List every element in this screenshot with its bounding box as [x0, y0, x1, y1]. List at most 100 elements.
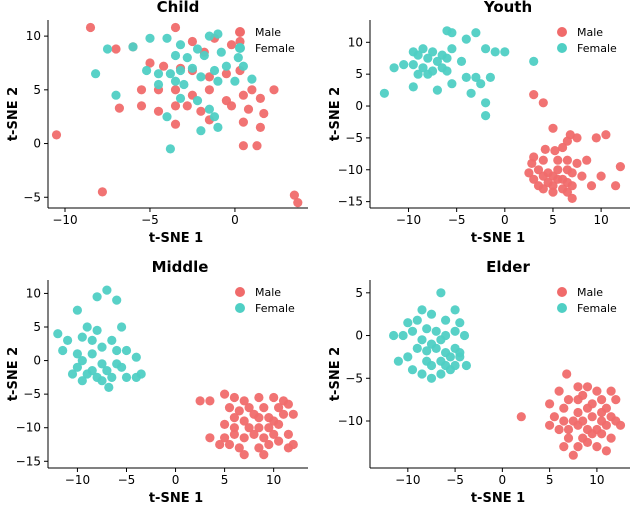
data-point-male — [254, 443, 264, 453]
data-point-female — [466, 88, 476, 98]
data-point-male — [243, 104, 254, 114]
data-point-male — [582, 155, 592, 165]
data-point-female — [403, 352, 413, 362]
data-point-male — [238, 117, 248, 127]
x-tick-label: 5 — [549, 213, 557, 227]
data-point-male — [136, 85, 147, 95]
data-point-female — [77, 356, 87, 366]
data-point-male — [572, 158, 582, 168]
data-point-female — [111, 90, 121, 100]
data-point-male — [559, 416, 569, 426]
data-point-female — [447, 79, 457, 89]
data-point-female — [196, 126, 206, 136]
x-axis-label: t-SNE 1 — [471, 231, 525, 246]
chart-title: Elder — [486, 258, 530, 276]
data-point-female — [471, 28, 481, 38]
data-point-male — [247, 85, 257, 95]
data-point-female — [399, 60, 409, 70]
y-tick-label: −15 — [16, 454, 41, 468]
data-point-male — [269, 429, 279, 439]
data-point-male — [204, 72, 214, 82]
data-point-female — [97, 359, 107, 369]
data-point-female — [437, 63, 447, 73]
chart-title: Middle — [152, 258, 209, 276]
x-tick-label: 5 — [546, 473, 554, 487]
legend-marker-female — [235, 43, 245, 53]
legend-label-male: Male — [255, 26, 281, 39]
data-point-male — [274, 403, 284, 413]
data-point-female — [92, 292, 102, 302]
data-point-female — [170, 76, 181, 86]
data-point-female — [422, 324, 432, 334]
data-point-female — [393, 356, 403, 366]
data-point-male — [592, 386, 602, 396]
x-tick-label: −5 — [446, 473, 464, 487]
data-point-male — [288, 439, 298, 450]
data-point-male — [182, 101, 192, 111]
data-point-male — [562, 369, 572, 379]
data-point-male — [573, 382, 583, 392]
data-point-female — [91, 69, 101, 79]
data-point-female — [121, 372, 132, 382]
data-point-female — [417, 335, 427, 345]
subplot-youth: Youth −10 −5 0 5 10 −15 −10 −5 0 5 10 t-SNE 1 t-SNE 2… — [328, 0, 630, 246]
data-point-male — [170, 22, 181, 33]
data-point-male — [229, 423, 239, 433]
data-point-female — [423, 69, 433, 79]
data-point-male — [577, 171, 587, 181]
y-tick-label: −5 — [345, 131, 363, 145]
subplot-middle: Middle −10 −5 0 5 10 −15 −10 −5 0 5 10 t-SNE 1 t-SNE … — [6, 258, 308, 505]
data-point-male — [239, 433, 249, 443]
data-point-male — [563, 424, 574, 435]
data-point-female — [117, 322, 127, 332]
data-point-male — [288, 409, 298, 419]
data-point-female — [192, 44, 203, 54]
data-point-female — [77, 376, 87, 386]
data-point-male — [567, 193, 577, 203]
data-point-female — [417, 305, 427, 315]
data-point-female — [153, 69, 164, 79]
data-point-female — [447, 28, 457, 38]
x-tick-label: −5 — [141, 213, 159, 227]
data-point-male — [582, 437, 593, 447]
data-point-male — [554, 386, 564, 396]
data-point-male — [278, 409, 289, 419]
data-point-female — [412, 315, 422, 325]
data-point-male — [220, 433, 230, 443]
data-point-male — [563, 395, 574, 405]
data-point-female — [379, 88, 389, 98]
y-tick-label: 0 — [33, 354, 41, 368]
data-point-male — [548, 187, 558, 197]
legend-label-male: Male — [577, 286, 603, 299]
legend-label-female: Female — [577, 42, 617, 55]
y-tick-label: −5 — [23, 190, 41, 204]
y-tick-label: 10 — [26, 286, 41, 300]
data-point-male — [255, 122, 265, 132]
data-point-male — [606, 433, 616, 443]
data-point-female — [162, 112, 172, 122]
data-point-male — [114, 103, 124, 113]
data-point-female — [112, 295, 122, 305]
data-point-female — [476, 79, 486, 89]
y-tick-label: 0 — [33, 137, 41, 151]
data-point-female — [426, 360, 437, 371]
legend-label-female: Female — [255, 302, 295, 315]
data-point-male — [255, 93, 265, 103]
x-tick-label: 0 — [499, 473, 507, 487]
data-point-female — [418, 44, 428, 54]
data-point-male — [538, 155, 548, 165]
data-point-male — [563, 433, 574, 443]
data-point-male — [274, 436, 284, 446]
y-axis-label: t-SNE 2 — [6, 87, 21, 141]
data-point-male — [85, 22, 96, 33]
data-point-male — [529, 174, 539, 184]
x-tick-label: 10 — [593, 213, 608, 227]
data-point-female — [426, 373, 437, 383]
data-point-male — [601, 130, 611, 140]
data-point-male — [229, 429, 239, 439]
data-point-male — [269, 392, 279, 403]
data-point-female — [121, 345, 132, 356]
data-point-male — [572, 133, 582, 143]
data-point-male — [553, 155, 563, 165]
x-tick-label: −10 — [52, 213, 77, 227]
